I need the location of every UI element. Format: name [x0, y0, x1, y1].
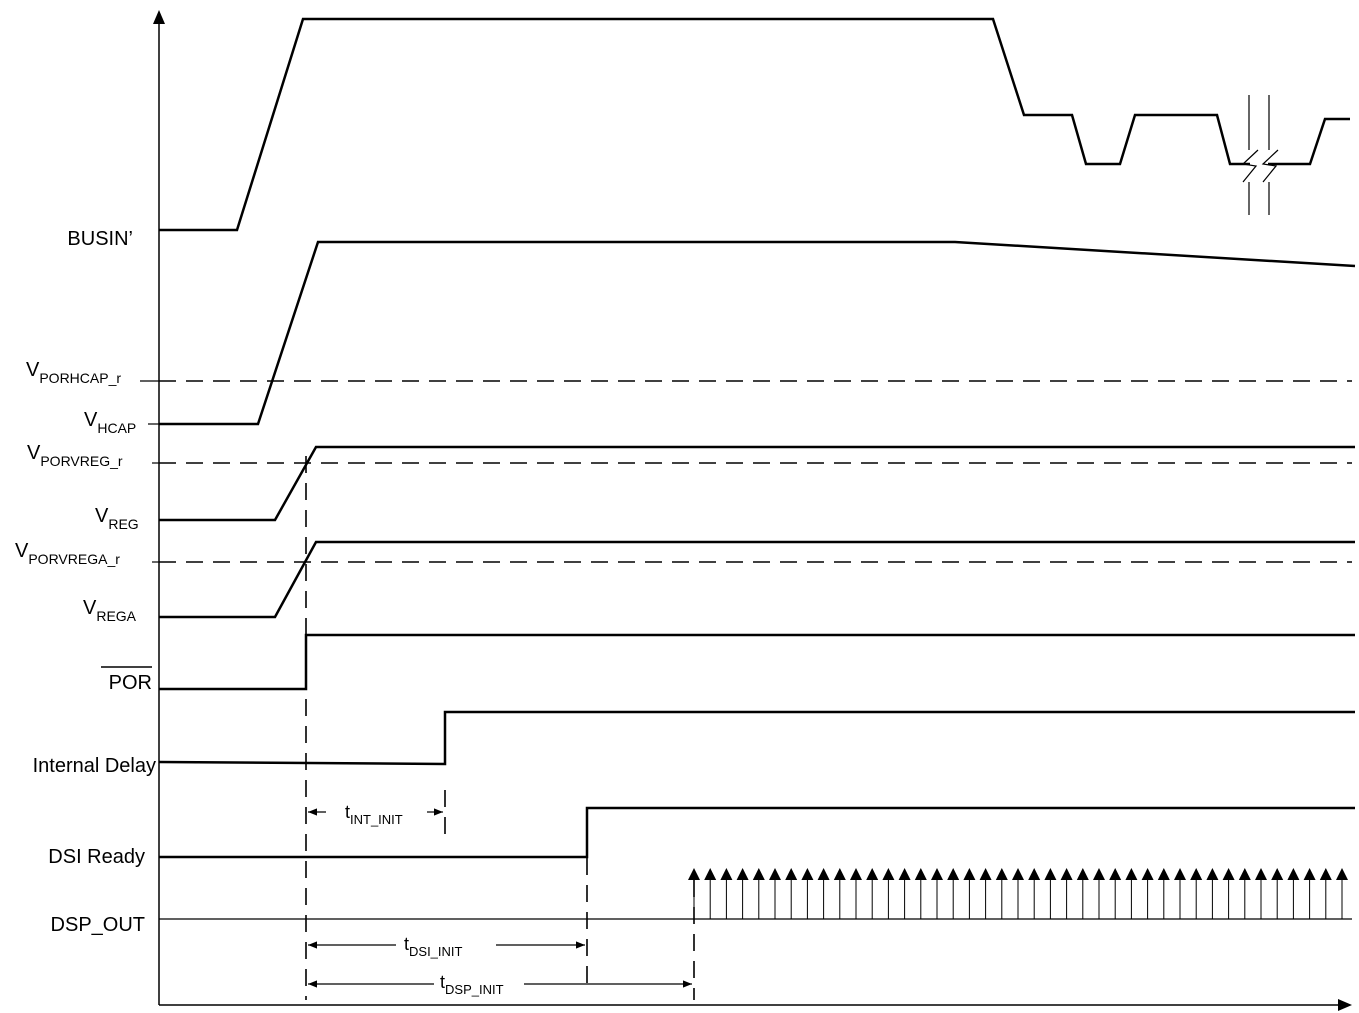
dsp-out-pulse-arrowhead	[931, 868, 943, 880]
dsp-out-pulse-arrowhead	[1319, 868, 1332, 880]
dsp-out-pulse-arrowhead	[1076, 868, 1089, 880]
internal-delay-label: Internal Delay	[33, 755, 156, 777]
dsp-out-pulse-arrowhead	[1093, 868, 1105, 880]
dsp-out-pulse-arrowhead	[817, 868, 830, 880]
dsp-out-pulse-arrowhead	[995, 868, 1008, 880]
dsp-out-pulse-arrowhead	[688, 868, 700, 880]
por-waveform	[159, 633, 1355, 691]
vhcap-waveform	[159, 240, 1356, 426]
vreg-waveform	[159, 445, 1355, 522]
dsp-out-pulse-arrowhead	[785, 868, 798, 880]
busin-label: BUSIN’	[67, 228, 133, 250]
t-dsp-init-label: tDSP_INIT	[440, 972, 504, 997]
dsp-out-pulse-arrowhead	[1336, 868, 1348, 880]
vrega-label: VREGA	[83, 597, 137, 624]
dsp-out-pulse-arrowhead	[1174, 868, 1186, 880]
dsp-out-pulse-arrowhead	[752, 868, 765, 880]
waveforms	[158, 17, 1356, 920]
dsp-out-pulse-arrowhead	[1028, 868, 1041, 880]
dsp-out-pulse-arrowhead	[1222, 868, 1235, 880]
dsp-out-pulse-arrowhead	[769, 868, 781, 880]
busin-break-symbol	[1241, 95, 1279, 215]
vreg-label: VREG	[95, 505, 139, 532]
dsi-ready-waveform	[159, 806, 1355, 859]
dsp-out-pulse-arrowhead	[882, 868, 895, 880]
dsp-out-pulse-arrowhead	[833, 868, 846, 880]
vporvreg-r-label: VPORVREG_r	[27, 442, 123, 469]
dsp-out-pulse-arrowhead	[704, 868, 717, 880]
dsp-out-pulse-arrowhead	[1157, 868, 1170, 880]
dsp-out-pulse-arrowhead	[898, 868, 911, 880]
timing-markers	[305, 456, 695, 1000]
axes	[153, 10, 1352, 1011]
dsp-out-pulse-arrowhead	[850, 868, 862, 880]
dsp-out-pulse-arrowhead	[1238, 868, 1251, 880]
dsp-out-pulse-arrowhead	[1303, 868, 1316, 880]
dsp-out-pulse-arrowhead	[1206, 868, 1219, 880]
vhcap-label: VHCAP	[84, 409, 136, 436]
dsp-out-pulse-arrowhead	[720, 868, 733, 880]
y-axis-arrowhead	[153, 10, 165, 24]
dsp-out-pulse-arrowhead	[801, 868, 814, 880]
vrega-waveform	[159, 540, 1355, 619]
dsp-out-pulse-arrowhead	[1271, 868, 1284, 880]
t-dsi-init-label: tDSI_INIT	[404, 934, 463, 959]
dsp-out-label: DSP_OUT	[51, 914, 145, 936]
dsp-out-pulse-arrowhead	[947, 868, 960, 880]
dsp-out-pulse-arrowhead	[1190, 868, 1203, 880]
x-axis-arrowhead	[1338, 999, 1352, 1011]
internal-delay-waveform	[158, 710, 1355, 766]
dsp-out-pulse-arrowhead	[963, 868, 976, 880]
vporhcap-r-label: VPORHCAP_r	[26, 359, 121, 386]
signal-labels: BUSIN’ VPORHCAP_r VHCAP VPORVREG_r VREG …	[15, 228, 156, 936]
dsp-out-pulse-arrowhead	[1044, 868, 1057, 880]
dsp-out-pulse-arrowhead	[1060, 868, 1073, 880]
dsp-out-pulse-arrowhead	[1287, 868, 1300, 880]
por-label: POR	[109, 672, 152, 694]
dsp-out-pulse-arrowhead	[1255, 868, 1267, 880]
dsp-out-pulse-arrowhead	[1125, 868, 1138, 880]
dsp-out-pulse-arrowhead	[1012, 868, 1024, 880]
vporvrega-r-label: VPORVREGA_r	[15, 540, 120, 567]
dsp-out-pulse-train	[688, 868, 1348, 919]
dsp-out-pulse-arrowhead	[736, 868, 749, 880]
t-int-init-label: tINT_INIT	[345, 802, 403, 827]
dsi-ready-label: DSI Ready	[48, 846, 145, 868]
timing-labels: tINT_INIT tDSI_INIT tDSP_INIT	[345, 802, 504, 997]
timing-arrows	[308, 808, 692, 988]
dsp-out-pulse-arrowhead	[979, 868, 992, 880]
busin-waveform	[159, 17, 1350, 232]
dsp-out-pulse-arrowhead	[914, 868, 927, 880]
threshold-lines	[159, 380, 1352, 563]
dsp-out-pulse-arrowhead	[1109, 868, 1122, 880]
dsp-out-pulse-arrowhead	[866, 868, 879, 880]
dsp-out-pulse-arrowhead	[1141, 868, 1154, 880]
label-tick-stubs	[140, 380, 159, 563]
